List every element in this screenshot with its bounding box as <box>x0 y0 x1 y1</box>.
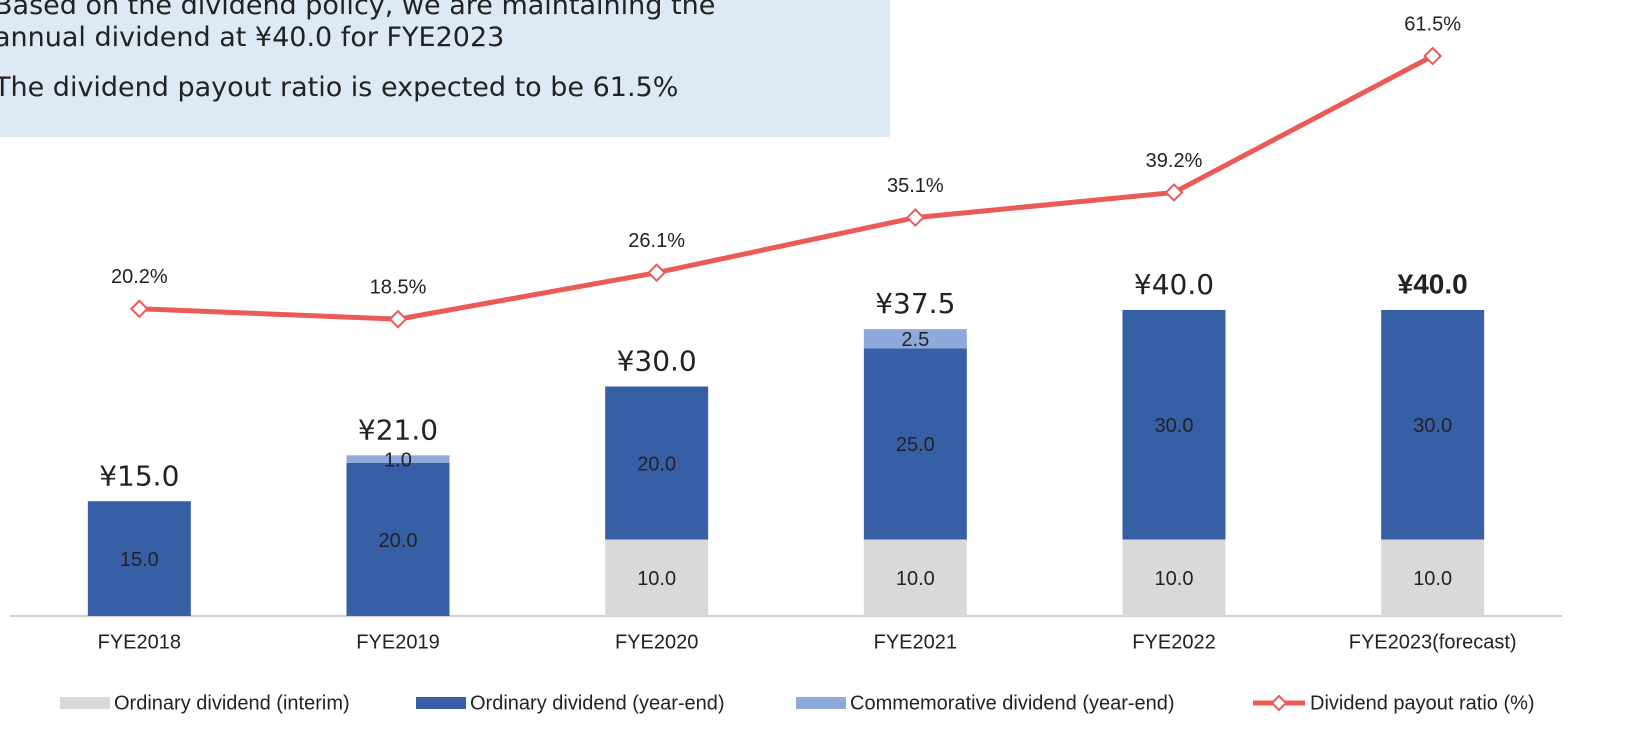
data-label: 1.0 <box>384 449 412 471</box>
bar-segment <box>1381 310 1485 540</box>
annotation: Based on the dividend policy, we are mai… <box>0 0 716 53</box>
annotation: The dividend payout ratio is expected to… <box>0 72 679 103</box>
total-label: ¥21.0 <box>358 413 438 446</box>
bar-segment <box>863 329 967 349</box>
legend-label: Commemorative dividend (year-end) <box>850 692 1175 714</box>
total-label: ¥37.5 <box>875 287 955 320</box>
data-label: 10.0 <box>1413 568 1452 590</box>
data-label: 25.0 <box>896 434 935 456</box>
total-label: ¥30.0 <box>617 345 697 378</box>
data-label: 20.2% <box>111 266 168 288</box>
marker <box>1423 46 1443 66</box>
legend-swatch <box>416 697 466 709</box>
bar-segment <box>863 348 967 540</box>
x-tick-label: FYE2019 <box>356 631 439 653</box>
data-label: 10.0 <box>1155 568 1194 590</box>
data-label: 30.0 <box>1413 415 1452 437</box>
data-label: 30.0 <box>1155 415 1194 437</box>
bar-segment <box>1122 310 1226 540</box>
data-label: 61.5% <box>1404 13 1461 35</box>
marker <box>129 299 149 319</box>
legend-label: Ordinary dividend (year-end) <box>470 692 725 714</box>
data-label: 26.1% <box>628 230 685 252</box>
legend-label: Dividend payout ratio (%) <box>1310 692 1535 714</box>
data-label: 20.0 <box>637 453 676 475</box>
data-label: 35.1% <box>887 175 944 197</box>
bar-segment <box>863 539 967 616</box>
bar-segment <box>1122 539 1226 616</box>
marker <box>1164 183 1184 202</box>
data-label: 18.5% <box>370 276 427 298</box>
bar-segment <box>1381 539 1485 616</box>
x-tick-label: FYE2022 <box>1132 631 1215 653</box>
marker <box>388 309 408 329</box>
x-tick-label: FYE2018 <box>98 631 181 653</box>
data-label: 39.2% <box>1146 150 1203 172</box>
x-tick-label: FYE2021 <box>874 631 957 653</box>
x-tick-label: FYE2023(forecast) <box>1349 631 1517 653</box>
data-label: 20.0 <box>379 530 418 552</box>
note-box: Based on the dividend policy, we are mai… <box>0 0 890 137</box>
legend-swatch <box>796 697 846 709</box>
bar-segment <box>346 455 450 463</box>
total-label: ¥40.0 <box>1134 268 1214 301</box>
legend-label: Ordinary dividend (interim) <box>114 692 350 714</box>
legend-swatch <box>1270 694 1288 712</box>
marker <box>647 263 667 283</box>
marker <box>905 208 925 228</box>
data-label: 2.5 <box>901 329 929 351</box>
bar-segment <box>605 386 709 540</box>
legend-swatch <box>60 697 110 709</box>
x-tick-label: FYE2020 <box>615 631 698 653</box>
data-label: 10.0 <box>896 568 935 590</box>
bar-segment <box>87 501 191 616</box>
data-label: 10.0 <box>637 568 676 590</box>
bar-segment <box>346 463 450 616</box>
total-label: ¥15.0 <box>99 459 179 492</box>
line <box>139 53 1434 322</box>
total-label: ¥40.0 <box>1398 268 1468 299</box>
bar-segment <box>605 539 709 616</box>
data-label: 15.0 <box>120 549 159 571</box>
